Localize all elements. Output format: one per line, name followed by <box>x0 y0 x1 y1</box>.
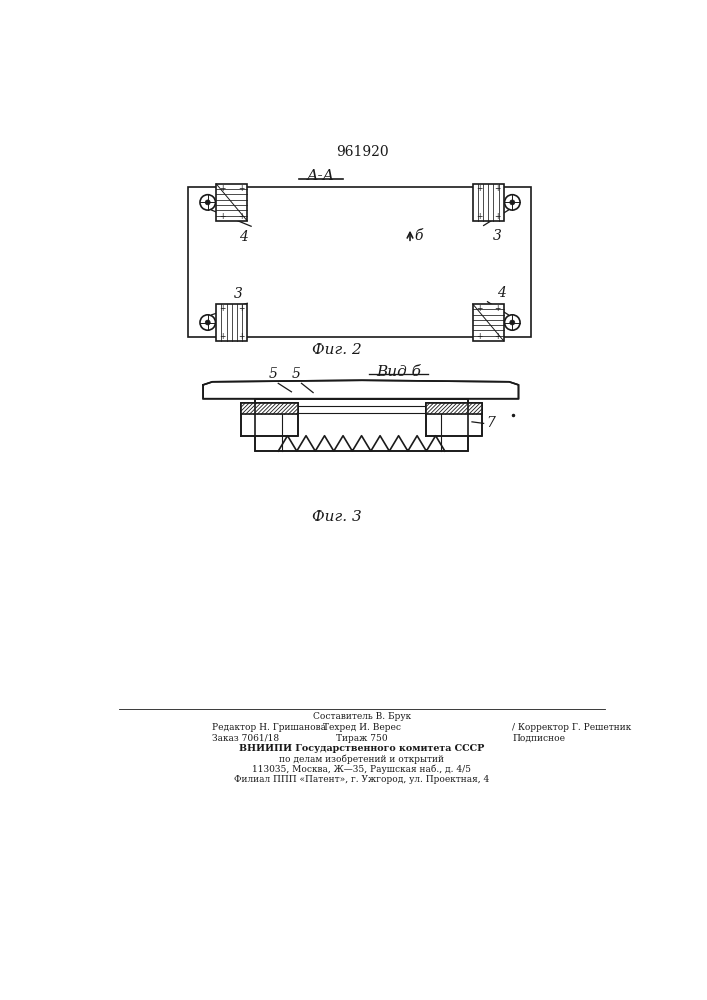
Text: Редактор Н. Гришанова: Редактор Н. Гришанова <box>212 723 327 732</box>
Text: Заказ 7061/18: Заказ 7061/18 <box>212 734 279 743</box>
Text: Тираж 750: Тираж 750 <box>336 734 387 743</box>
Text: Подписное: Подписное <box>513 734 566 743</box>
Text: +: + <box>238 184 244 193</box>
Text: 4: 4 <box>497 286 506 300</box>
Text: Техред И. Верес: Техред И. Верес <box>323 723 401 732</box>
Bar <box>426 403 482 414</box>
Circle shape <box>205 320 210 325</box>
Text: +: + <box>219 332 226 341</box>
Text: 5: 5 <box>292 367 300 381</box>
Text: +: + <box>238 304 244 313</box>
Circle shape <box>505 315 520 330</box>
Text: +: + <box>494 184 501 193</box>
Text: 5: 5 <box>269 367 277 381</box>
Circle shape <box>505 195 520 210</box>
Text: 7: 7 <box>486 416 496 430</box>
Text: Вид б: Вид б <box>376 365 421 379</box>
Text: 113035, Москва, Ж—35, Раушская наб., д. 4/5: 113035, Москва, Ж—35, Раушская наб., д. … <box>252 764 472 774</box>
Text: Фиг. 3: Фиг. 3 <box>312 510 361 524</box>
Circle shape <box>510 200 515 205</box>
Circle shape <box>200 315 216 330</box>
Text: 4: 4 <box>239 230 248 244</box>
Text: +: + <box>219 304 226 313</box>
Bar <box>216 304 247 341</box>
Circle shape <box>205 200 210 205</box>
Text: +: + <box>494 332 501 341</box>
Polygon shape <box>426 403 482 436</box>
Text: А-А: А-А <box>307 169 335 183</box>
Text: / Корректор Г. Решетник: / Корректор Г. Решетник <box>513 723 631 732</box>
Text: +: + <box>494 212 501 221</box>
Text: +: + <box>219 212 226 221</box>
Polygon shape <box>203 380 518 399</box>
Text: ВНИИПИ Государственного комитета СССР: ВНИИПИ Государственного комитета СССР <box>239 744 484 753</box>
Text: +: + <box>238 332 244 341</box>
Circle shape <box>200 195 216 210</box>
Text: по делам изобретений и открытий: по делам изобретений и открытий <box>279 754 445 764</box>
Text: +: + <box>476 184 482 193</box>
Text: +: + <box>476 304 482 313</box>
Polygon shape <box>241 403 298 436</box>
Text: +: + <box>219 184 226 193</box>
Text: Филиал ППП «Патент», г. Ужгород, ул. Проектная, 4: Филиал ППП «Патент», г. Ужгород, ул. Про… <box>234 774 489 784</box>
Text: 3: 3 <box>493 229 502 243</box>
Text: +: + <box>238 212 244 221</box>
Text: +: + <box>476 212 482 221</box>
Text: +: + <box>476 332 482 341</box>
Text: 961920: 961920 <box>336 145 388 159</box>
Bar <box>473 304 504 341</box>
Text: 3: 3 <box>234 287 243 301</box>
Text: +: + <box>494 304 501 313</box>
Bar <box>473 184 504 221</box>
Bar <box>255 399 468 451</box>
Circle shape <box>510 320 515 325</box>
Text: Фиг. 2: Фиг. 2 <box>312 343 361 357</box>
Bar <box>255 399 468 451</box>
Bar <box>187 187 531 337</box>
Bar <box>241 403 298 414</box>
Text: Составитель В. Брук: Составитель В. Брук <box>313 712 411 721</box>
Text: б: б <box>414 229 422 242</box>
Bar <box>216 184 247 221</box>
